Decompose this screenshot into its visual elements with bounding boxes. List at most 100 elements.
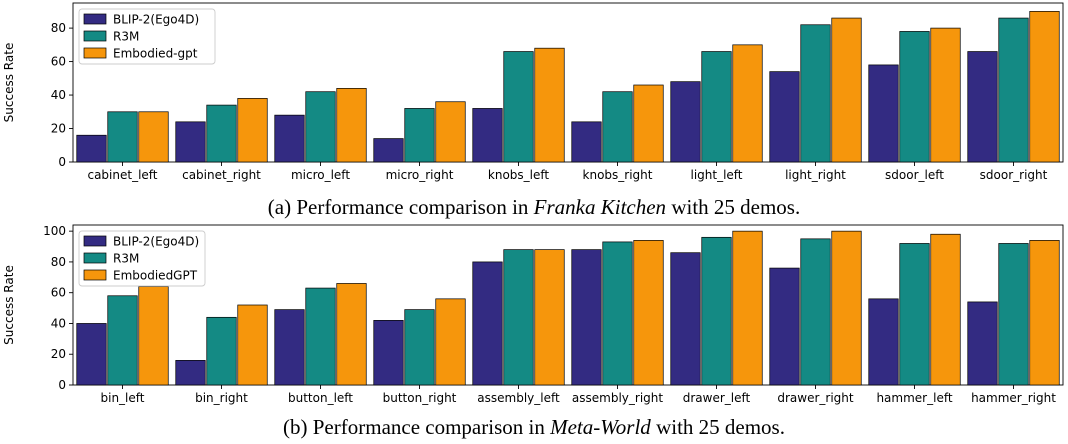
bar	[373, 320, 404, 386]
bar	[633, 240, 664, 386]
bar	[998, 243, 1029, 386]
bar	[534, 249, 565, 386]
x-tick-label: micro_left	[291, 168, 350, 182]
x-tick-label: sdoor_right	[980, 168, 1048, 182]
bar	[107, 111, 138, 163]
bar	[571, 249, 602, 386]
bar	[701, 236, 732, 386]
bar	[503, 249, 534, 386]
bar	[831, 230, 862, 386]
bar	[206, 104, 237, 163]
x-tick-label: light_right	[785, 168, 846, 182]
x-tick-label: cabinet_right	[182, 168, 261, 182]
bar	[76, 323, 107, 386]
bar	[670, 81, 701, 163]
bar	[237, 304, 268, 386]
bar	[732, 230, 763, 386]
plot-frame	[72, 2, 1064, 163]
x-tick-label: hammer_right	[971, 391, 1056, 405]
bar	[175, 360, 206, 386]
legend-swatch	[83, 252, 107, 264]
y-axis-label: Success Rate	[2, 265, 16, 345]
bar	[404, 309, 435, 386]
x-tick-label: sdoor_left	[885, 168, 944, 182]
legend-box	[78, 8, 216, 65]
caption-b: (b) Performance comparison in Meta-World…	[283, 415, 785, 439]
x-tick-label: button_right	[383, 391, 457, 405]
legend: BLIP-2(Ego4D) R3M EmbodiedGPT	[78, 230, 206, 287]
bar	[868, 298, 899, 386]
bar	[1029, 11, 1060, 163]
y-tick-label: 60	[51, 286, 66, 300]
y-axis-label: Success Rate	[2, 43, 16, 123]
caption-a: (a) Performance comparison in Franka Kit…	[268, 195, 800, 219]
y-tick-label: 80	[51, 21, 66, 35]
chart-franka-kitchen: 0 20 40 60 80 Success Rate cabinet_left cabinet…	[2, 2, 1064, 182]
x-tick-label: bin_right	[195, 391, 248, 405]
legend-swatch	[83, 269, 107, 281]
bar	[967, 51, 998, 163]
bar	[404, 108, 435, 163]
x-tick-label: assembly_left	[477, 391, 560, 405]
bar	[472, 261, 503, 386]
y-tick-label: 20	[51, 122, 66, 136]
plot-frame	[72, 224, 1064, 386]
bar	[1029, 240, 1060, 386]
x-tick-label: light_left	[690, 168, 742, 182]
y-tick-label: 0	[58, 378, 66, 392]
bar	[701, 51, 732, 163]
x-tick-label: bin_left	[101, 391, 145, 405]
bar	[769, 71, 800, 163]
bar	[305, 287, 336, 386]
bar	[633, 84, 664, 163]
x-tick-label: cabinet_left	[87, 168, 157, 182]
bar	[472, 108, 503, 163]
x-tick-label: micro_right	[386, 168, 454, 182]
bar	[305, 91, 336, 163]
bar	[138, 111, 169, 163]
legend-swatch	[83, 47, 107, 59]
bar	[732, 44, 763, 163]
legend-label: EmbodiedGPT	[113, 269, 198, 283]
legend-swatch	[83, 13, 107, 25]
legend-swatch	[83, 235, 107, 247]
bar	[831, 17, 862, 163]
x-tick-label: assembly_right	[572, 391, 663, 405]
legend-label: R3M	[113, 252, 139, 266]
legend-label: BLIP-2(Ego4D)	[113, 13, 199, 27]
bar	[800, 238, 831, 386]
bar	[670, 252, 701, 386]
legend-label: BLIP-2(Ego4D)	[113, 235, 199, 249]
bar	[435, 101, 466, 163]
bar	[76, 134, 107, 163]
bar	[769, 267, 800, 386]
x-tick-label: button_left	[288, 391, 353, 405]
bar	[274, 114, 305, 163]
bar	[373, 138, 404, 163]
bar	[571, 121, 602, 163]
y-tick-label: 40	[51, 316, 66, 330]
legend: BLIP-2(Ego4D) R3M Embodied-gpt	[78, 8, 216, 65]
y-tick-label: 100	[43, 224, 66, 238]
bar	[930, 233, 961, 386]
bar	[899, 31, 930, 163]
bar	[930, 27, 961, 163]
y-tick-label: 0	[58, 155, 66, 169]
y-tick-label: 80	[51, 255, 66, 269]
legend-swatch	[83, 30, 107, 42]
bar	[534, 47, 565, 163]
bar	[602, 241, 633, 386]
y-tick-label: 40	[51, 88, 66, 102]
chart-meta-world: 0 20 40 60 80 100 Success Rate bin_left bin_righ…	[2, 224, 1064, 405]
x-tick-label: knobs_left	[488, 168, 549, 182]
bar	[998, 17, 1029, 163]
bar	[107, 295, 138, 386]
x-tick-label: hammer_left	[876, 391, 952, 405]
bar	[868, 64, 899, 163]
bar	[503, 51, 534, 163]
bar	[602, 91, 633, 163]
y-tick-label: 20	[51, 347, 66, 361]
bar	[274, 309, 305, 386]
bar	[899, 243, 930, 386]
